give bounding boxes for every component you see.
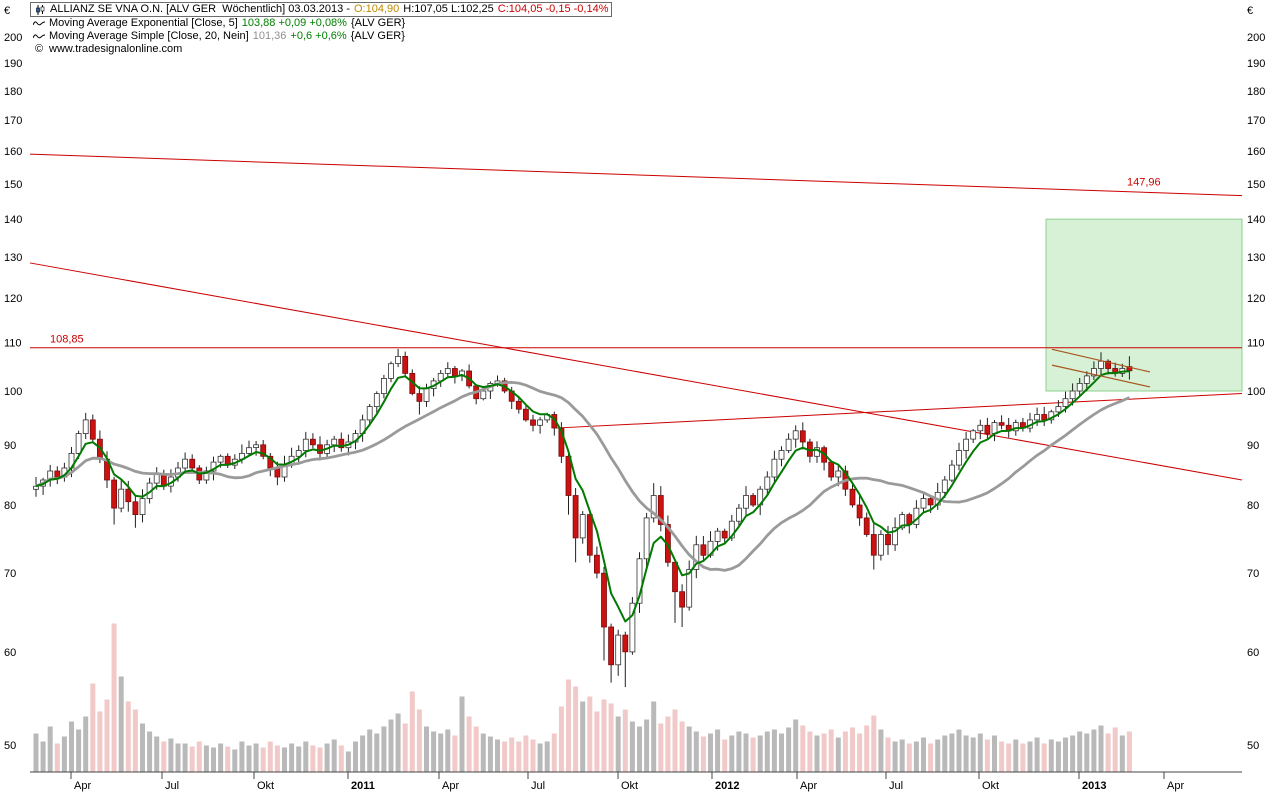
- svg-text:170: 170: [1247, 115, 1265, 127]
- sma-label: Moving Average Simple [Close, 20, Nein]: [49, 30, 249, 42]
- ema-legend-row[interactable]: Moving Average Exponential [Close, 5] 10…: [30, 17, 409, 30]
- svg-text:150: 150: [4, 179, 22, 191]
- sma-legend-row[interactable]: Moving Average Simple [Close, 20, Nein] …: [30, 30, 408, 43]
- svg-text:120: 120: [1247, 293, 1265, 305]
- svg-text:Jul: Jul: [531, 780, 545, 792]
- svg-text:Apr: Apr: [74, 780, 91, 792]
- chart-legend: ALLIANZ SE VNA O.N. [ALV GER Wöchentlich…: [30, 2, 613, 56]
- svg-text:50: 50: [4, 740, 16, 752]
- copyright-text: www.tradesignalonline.com: [49, 43, 183, 55]
- svg-text:130: 130: [1247, 252, 1265, 264]
- svg-text:Okt: Okt: [257, 780, 274, 792]
- candlestick-chart-icon: [34, 4, 46, 15]
- ema-line[interactable]: [35, 370, 1130, 623]
- svg-text:100: 100: [1247, 386, 1265, 398]
- currency-label-right: €: [1247, 5, 1253, 17]
- instrument-title: ALLIANZ SE VNA O.N. [ALV GER Wöchentlich…: [50, 3, 350, 15]
- svg-text:2012: 2012: [715, 780, 739, 792]
- svg-text:190: 190: [1247, 58, 1265, 70]
- instrument-close: C:104,05 -0,15 -0,14%: [497, 3, 609, 15]
- ema-scope: {ALV GER}: [350, 17, 406, 29]
- svg-text:160: 160: [4, 146, 22, 158]
- svg-text:Apr: Apr: [442, 780, 459, 792]
- ema-label: Moving Average Exponential [Close, 5]: [49, 17, 238, 29]
- svg-text:90: 90: [4, 440, 16, 452]
- support-trendline: [555, 393, 1243, 429]
- svg-text:190: 190: [4, 58, 22, 70]
- svg-text:200: 200: [4, 32, 22, 44]
- trendlines[interactable]: 108,85 147,96: [29, 153, 1243, 481]
- wave-icon: [33, 32, 45, 42]
- svg-text:Jul: Jul: [889, 780, 903, 792]
- target-zone[interactable]: [1045, 218, 1243, 392]
- wave-icon: [33, 19, 45, 29]
- svg-text:170: 170: [4, 115, 22, 127]
- svg-text:110: 110: [1247, 337, 1265, 349]
- resistance-price-label: 108,85: [50, 334, 84, 346]
- svg-text:2013: 2013: [1082, 780, 1106, 792]
- sma-scope: {ALV GER}: [350, 30, 405, 42]
- svg-text:Jul: Jul: [165, 780, 179, 792]
- svg-text:Apr: Apr: [1167, 780, 1184, 792]
- trendline-price-label: 147,96: [1127, 177, 1161, 189]
- ema-value: 103,88 +0,09 +0,08%: [241, 17, 347, 29]
- svg-text:80: 80: [1247, 500, 1259, 512]
- svg-text:60: 60: [1247, 647, 1259, 659]
- currency-label-left: €: [4, 5, 10, 17]
- volume-series: [33, 623, 1132, 772]
- sma-value: 101,36: [252, 30, 287, 42]
- svg-text:120: 120: [4, 293, 22, 305]
- svg-text:130: 130: [4, 252, 22, 264]
- svg-text:160: 160: [1247, 146, 1265, 158]
- svg-text:Okt: Okt: [621, 780, 638, 792]
- sma-line[interactable]: [35, 380, 1130, 572]
- svg-text:50: 50: [1247, 740, 1259, 752]
- svg-text:180: 180: [4, 86, 22, 98]
- lower-trendline: [29, 262, 1243, 481]
- upper-trendline: [29, 153, 1243, 197]
- svg-text:70: 70: [4, 568, 16, 580]
- svg-text:Apr: Apr: [800, 780, 817, 792]
- copyright-row: © www.tradesignalonline.com: [30, 43, 186, 56]
- svg-text:70: 70: [1247, 568, 1259, 580]
- svg-text:Okt: Okt: [982, 780, 999, 792]
- svg-text:200: 200: [1247, 32, 1265, 44]
- svg-text:140: 140: [4, 214, 22, 226]
- svg-text:140: 140: [1247, 214, 1265, 226]
- sma-change: +0,6 +0,6%: [290, 30, 347, 42]
- svg-text:150: 150: [1247, 179, 1265, 191]
- svg-text:110: 110: [4, 337, 22, 349]
- svg-text:80: 80: [4, 500, 16, 512]
- instrument-high-low: H:107,05 L:102,25: [403, 3, 494, 15]
- svg-text:100: 100: [4, 386, 22, 398]
- flag-channel[interactable]: [1051, 348, 1151, 388]
- copyright-icon: ©: [34, 43, 44, 55]
- axes: € €200 200 190 190 180 180 170 170 160 160 150 150 14…: [4, 5, 1265, 792]
- candlestick-series[interactable]: [33, 348, 1133, 688]
- svg-text:60: 60: [4, 647, 16, 659]
- instrument-open: O:104,90: [354, 3, 400, 15]
- svg-text:180: 180: [1247, 86, 1265, 98]
- svg-text:90: 90: [1247, 440, 1259, 452]
- instrument-legend-row[interactable]: ALLIANZ SE VNA O.N. [ALV GER Wöchentlich…: [30, 2, 613, 17]
- svg-text:2011: 2011: [351, 780, 375, 792]
